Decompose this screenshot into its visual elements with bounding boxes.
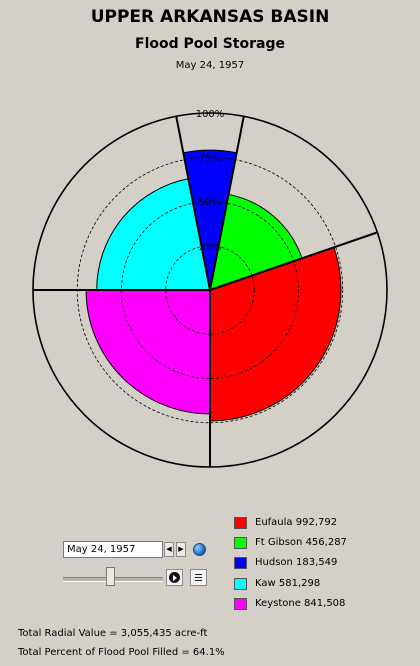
chart-title: UPPER ARKANSAS BASIN [91, 7, 330, 27]
total-radial-value: Total Radial Value = 3,055,435 acre-ft [18, 628, 208, 639]
play-triangle-icon [173, 575, 177, 581]
ring-label-100: 100% [196, 109, 225, 120]
ring-label-50: 50% [199, 198, 221, 209]
chart-date: May 24, 1957 [176, 60, 244, 71]
legend-label-hudson: Hudson 183,549 [255, 557, 338, 568]
legend-swatch-eufaula [234, 517, 247, 529]
ring-label-25: 25% [199, 242, 221, 253]
chart-subtitle: Flood Pool Storage [135, 36, 285, 52]
wedge-group [85, 149, 342, 422]
spoke [175, 116, 211, 291]
wedge-kaw [96, 178, 211, 291]
wedge-eufaula [209, 246, 342, 422]
report-icon [195, 574, 202, 575]
legend-label-keystone: Keystone 841,508 [255, 598, 346, 609]
legend-swatch-hudson [234, 557, 247, 569]
spoke [209, 116, 245, 291]
legend-swatch-keystone [234, 598, 247, 610]
wedge-keystone [85, 289, 211, 415]
total-percent-filled: Total Percent of Flood Pool Filled = 64.… [18, 647, 225, 658]
next-date-button[interactable]: ▶ [176, 542, 186, 557]
ring-25 [165, 245, 255, 335]
ring-label-group: 25% 50% 75% 100% [196, 109, 225, 253]
prev-date-button[interactable]: ◀ [164, 542, 174, 557]
ring-label-75: 75% [199, 153, 221, 164]
legend-swatch-ft-gibson [234, 537, 247, 549]
report-button[interactable] [190, 569, 207, 586]
spoke [209, 231, 378, 291]
legend-label-kaw: Kaw 581,298 [255, 578, 321, 589]
globe-icon[interactable] [193, 543, 206, 556]
legend-swatch-kaw [234, 578, 247, 590]
legend-label-eufaula: Eufaula 992,792 [255, 517, 338, 528]
spoke-group [33, 116, 378, 467]
date-slider-thumb[interactable] [106, 567, 115, 586]
date-field[interactable]: May 24, 1957 [63, 541, 163, 558]
legend-label-ft-gibson: Ft Gibson 456,287 [255, 537, 347, 548]
play-button[interactable] [166, 569, 183, 586]
